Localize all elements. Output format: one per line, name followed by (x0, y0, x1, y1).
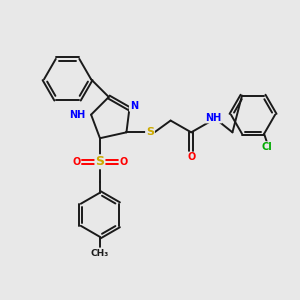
Text: S: S (146, 127, 154, 137)
Text: S: S (95, 155, 104, 168)
Text: N: N (130, 101, 138, 111)
Text: Cl: Cl (262, 142, 272, 152)
Text: NH: NH (69, 110, 85, 120)
Text: O: O (72, 157, 80, 167)
Text: CH₃: CH₃ (91, 249, 109, 258)
Text: O: O (187, 152, 195, 162)
Text: O: O (119, 157, 128, 167)
Text: NH: NH (205, 112, 221, 123)
